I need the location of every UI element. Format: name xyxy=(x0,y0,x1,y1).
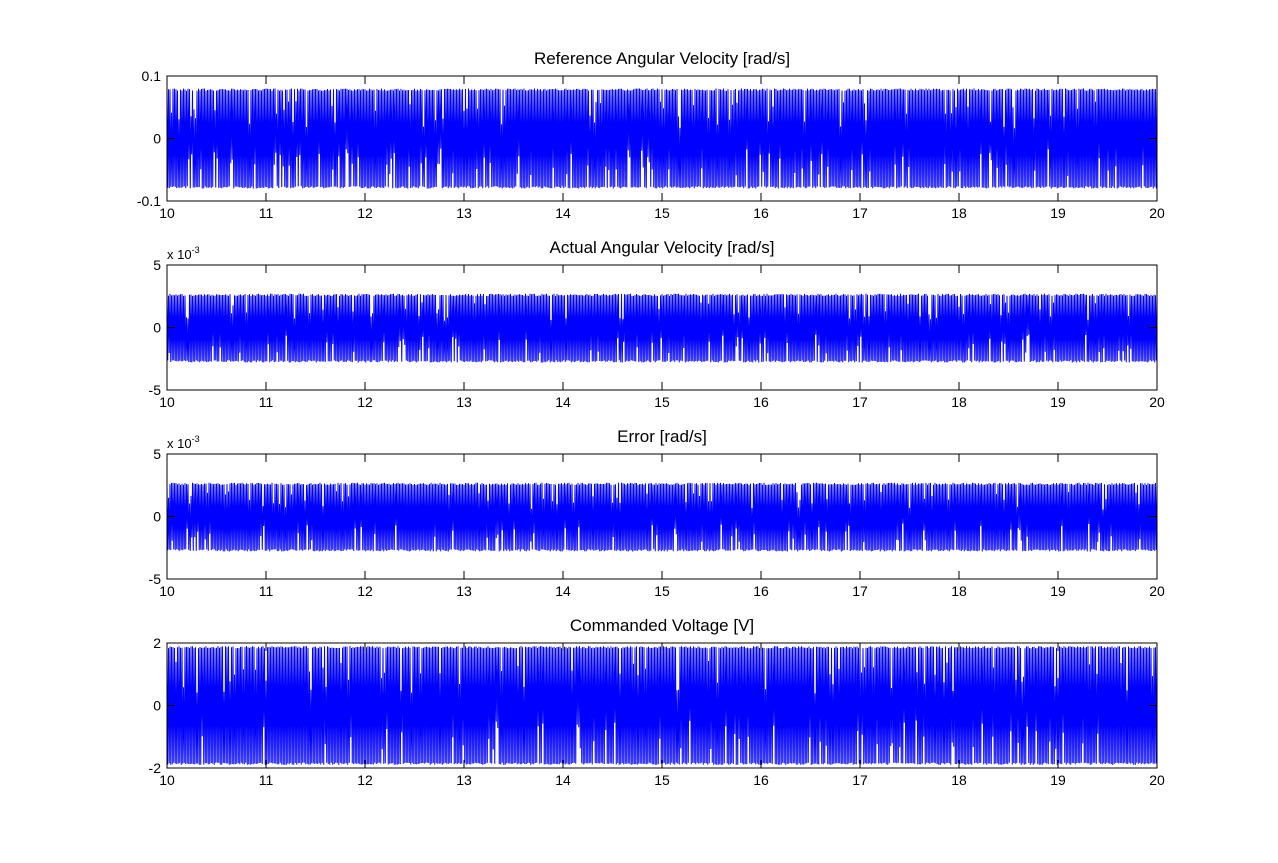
y-tick-label: -0.1 xyxy=(137,193,161,209)
x-tick-label: 14 xyxy=(555,583,571,599)
subplot-2: Actual Angular Velocity [rad/s] 10 11 12 13 1… xyxy=(149,238,1165,410)
x-tick-label: 17 xyxy=(852,205,868,221)
x-tick-label: 19 xyxy=(1050,205,1066,221)
x-tick-label: 17 xyxy=(852,772,868,788)
subplot-title: Error [rad/s] xyxy=(617,427,707,446)
x-tick-label: 13 xyxy=(456,772,472,788)
x-tick-label: 16 xyxy=(753,205,769,221)
x-tick-label: 12 xyxy=(357,394,373,410)
x-tick-label: 12 xyxy=(357,205,373,221)
x-tick-label: 18 xyxy=(951,772,967,788)
x-tick-label: 19 xyxy=(1050,583,1066,599)
x-tick-label: 17 xyxy=(852,394,868,410)
y-tick-label: -2 xyxy=(149,760,162,776)
x-tick-label: 20 xyxy=(1149,583,1165,599)
signal-trace xyxy=(166,646,1158,765)
subplot-title: Reference Angular Velocity [rad/s] xyxy=(534,49,790,68)
x-tick-label: 12 xyxy=(357,583,373,599)
y-tick-label: -5 xyxy=(149,382,162,398)
y-tick-label: 0 xyxy=(153,320,161,336)
y-exponent-label: x 10-3 xyxy=(167,434,200,451)
x-tick-label: 11 xyxy=(259,205,274,221)
subplot-1: Reference Angular Velocity [rad/s] 10 11 12… xyxy=(137,49,1165,221)
x-tick-label: 11 xyxy=(259,394,274,410)
y-tick-label: 2 xyxy=(153,635,161,651)
y-tick-label: 0 xyxy=(153,698,161,714)
x-tick-label: 15 xyxy=(654,583,670,599)
y-tick-label: 0.1 xyxy=(142,68,162,84)
x-tick-label: 10 xyxy=(159,205,175,221)
x-tick-label: 18 xyxy=(951,583,967,599)
x-tick-label: 10 xyxy=(159,772,175,788)
subplot-title: Actual Angular Velocity [rad/s] xyxy=(550,238,775,257)
signal-trace xyxy=(166,293,1158,363)
subplot-3: Error [rad/s] 10 11 12 13 14 15 16 17 18 19 20 5 0 -5 x… xyxy=(149,427,1165,599)
x-tick-label: 20 xyxy=(1149,772,1165,788)
x-tick-label: 19 xyxy=(1050,772,1066,788)
subplot-4: Commanded Voltage [V] 10 11 12 13 14 15 16 17 18 1… xyxy=(149,616,1165,788)
x-tick-label: 13 xyxy=(456,583,472,599)
x-tick-label: 20 xyxy=(1149,394,1165,410)
y-tick-label: -5 xyxy=(149,571,162,587)
x-tick-label: 14 xyxy=(555,394,571,410)
x-tick-label: 13 xyxy=(456,205,472,221)
x-tick-label: 13 xyxy=(456,394,472,410)
y-tick-label: 0 xyxy=(153,131,161,147)
subplot-title: Commanded Voltage [V] xyxy=(570,616,754,635)
x-tick-label: 16 xyxy=(753,583,769,599)
x-tick-label: 15 xyxy=(654,772,670,788)
x-tick-label: 19 xyxy=(1050,394,1066,410)
y-tick-label: 5 xyxy=(153,446,161,462)
x-tick-label: 14 xyxy=(555,772,571,788)
y-tick-label: 5 xyxy=(153,257,161,273)
x-tick-label: 11 xyxy=(259,583,274,599)
x-tick-label: 17 xyxy=(852,583,868,599)
x-tick-label: 15 xyxy=(654,205,670,221)
x-tick-label: 10 xyxy=(159,583,175,599)
x-tick-label: 20 xyxy=(1149,205,1165,221)
x-tick-label: 16 xyxy=(753,394,769,410)
x-tick-label: 18 xyxy=(951,394,967,410)
x-tick-label: 14 xyxy=(555,205,571,221)
signal-trace xyxy=(166,482,1158,552)
x-tick-label: 10 xyxy=(159,394,175,410)
x-tick-label: 18 xyxy=(951,205,967,221)
y-exponent-label: x 10-3 xyxy=(167,245,200,262)
x-tick-label: 12 xyxy=(357,772,373,788)
x-tick-label: 16 xyxy=(753,772,769,788)
x-tick-label: 15 xyxy=(654,394,670,410)
x-tick-label: 11 xyxy=(259,772,274,788)
signal-trace xyxy=(166,88,1158,189)
y-tick-label: 0 xyxy=(153,509,161,525)
